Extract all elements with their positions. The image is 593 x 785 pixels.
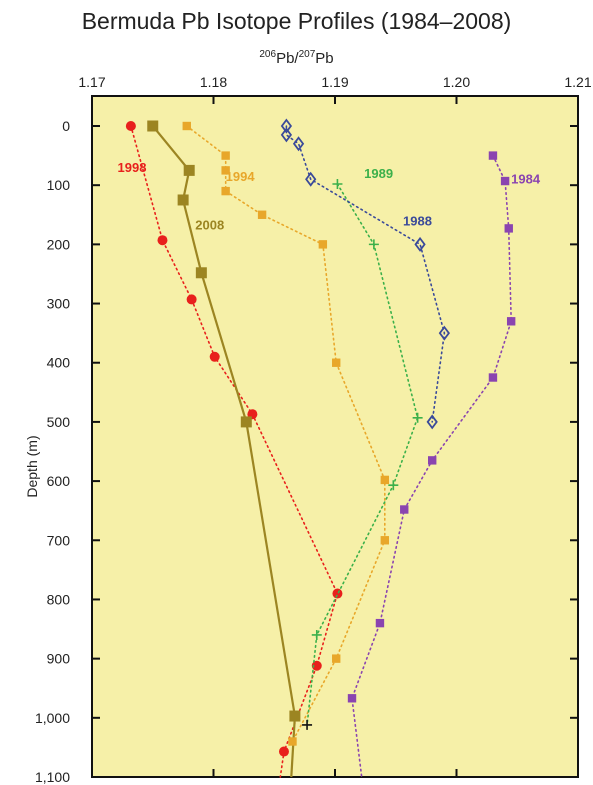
series-1998-point	[186, 294, 197, 305]
series-1989-point	[311, 629, 322, 640]
series-1984-label: 1984	[511, 171, 541, 186]
series-2008-label: 2008	[195, 218, 224, 233]
series-1994-point	[380, 536, 390, 545]
series-1998-point	[278, 746, 289, 757]
y-tick-label: 1,000	[35, 710, 70, 726]
series-1994-point	[288, 737, 297, 746]
series-1989-point	[302, 719, 313, 730]
series-1989-point	[332, 178, 343, 189]
series-1994-point	[257, 210, 267, 219]
y-tick-label: 900	[47, 651, 71, 667]
y-tick-label: 400	[47, 355, 71, 371]
series-1994-point	[318, 240, 328, 249]
y-tick-label: 200	[47, 236, 71, 252]
x-label-elem1: Pb/	[276, 50, 299, 67]
series-1994-label: 1994	[226, 169, 256, 184]
series-1994-point	[380, 475, 390, 485]
series-1989-line	[306, 183, 419, 726]
series-1984-point	[506, 317, 516, 326]
series-1988-point	[414, 236, 426, 252]
series-1984-point	[488, 151, 498, 160]
series-2008-point	[183, 164, 195, 176]
series-1988-point	[292, 136, 305, 152]
y-tick-label: 1,100	[35, 769, 70, 785]
y-tick-label: 500	[47, 414, 71, 430]
series-1984-point	[347, 694, 357, 703]
y-tick-label: 700	[47, 532, 71, 548]
series-1989-point	[388, 480, 399, 491]
series-1994-point	[332, 654, 341, 663]
series-1998-label: 1998	[118, 160, 147, 175]
series-1998-point	[311, 660, 322, 671]
series-1984-point	[375, 618, 385, 628]
series-1989-point	[412, 412, 423, 423]
x-label-mass1: 206	[259, 49, 277, 60]
x-axis-label: 206Pb/207Pb	[0, 49, 593, 67]
y-tick-label: 300	[47, 296, 71, 312]
plot-background	[91, 95, 579, 778]
x-label-mass2: 207	[298, 49, 316, 60]
series-1988-point	[438, 325, 450, 341]
series-1989-point	[368, 239, 379, 250]
x-tick-label: 1.21	[564, 74, 591, 90]
series-1994-point	[221, 151, 230, 160]
series-1994-point	[221, 166, 230, 175]
series-1994-point	[332, 358, 341, 367]
series-1989-label: 1989	[364, 166, 393, 181]
series-1984-line	[351, 154, 513, 778]
y-tick-label: 800	[47, 591, 71, 607]
x-tick-label: 1.18	[200, 74, 227, 90]
series-1988-point	[280, 127, 293, 143]
x-label-elem2: Pb	[315, 50, 334, 67]
series-1988-point	[280, 118, 293, 134]
series-2008-point	[289, 710, 301, 722]
series-2008-point	[177, 194, 189, 206]
series-1988-point	[426, 414, 438, 430]
series-1984-point	[500, 176, 510, 186]
y-tick-label: 0	[62, 118, 70, 134]
series-1984-point	[400, 505, 409, 514]
series-1994-point	[221, 186, 230, 196]
y-axis-title: Depth (m)	[24, 435, 40, 497]
series-1998-point	[332, 588, 343, 599]
series-2008-point	[240, 416, 252, 428]
series-1984-point	[504, 224, 513, 233]
series-1998-point	[157, 235, 168, 246]
y-tick-label: 100	[47, 177, 71, 193]
series-2008-point	[195, 267, 207, 279]
series-1994-point	[182, 121, 191, 131]
series-1998-point	[209, 351, 220, 362]
chart-title: Bermuda Pb Isotope Profiles (1984–2008)	[81, 8, 512, 34]
series-1988-label: 1988	[403, 213, 432, 228]
x-tick-label: 1.20	[443, 74, 470, 90]
series-1988-point	[305, 171, 317, 187]
series-1984-point	[488, 373, 498, 382]
series-1988-line	[285, 125, 446, 423]
x-tick-label: 1.17	[78, 74, 105, 90]
series-1984-point	[428, 456, 437, 465]
series-1998-point	[125, 121, 136, 131]
series-2008-point	[147, 120, 159, 132]
y-tick-label: 600	[47, 473, 71, 489]
x-tick-label: 1.19	[321, 74, 348, 90]
